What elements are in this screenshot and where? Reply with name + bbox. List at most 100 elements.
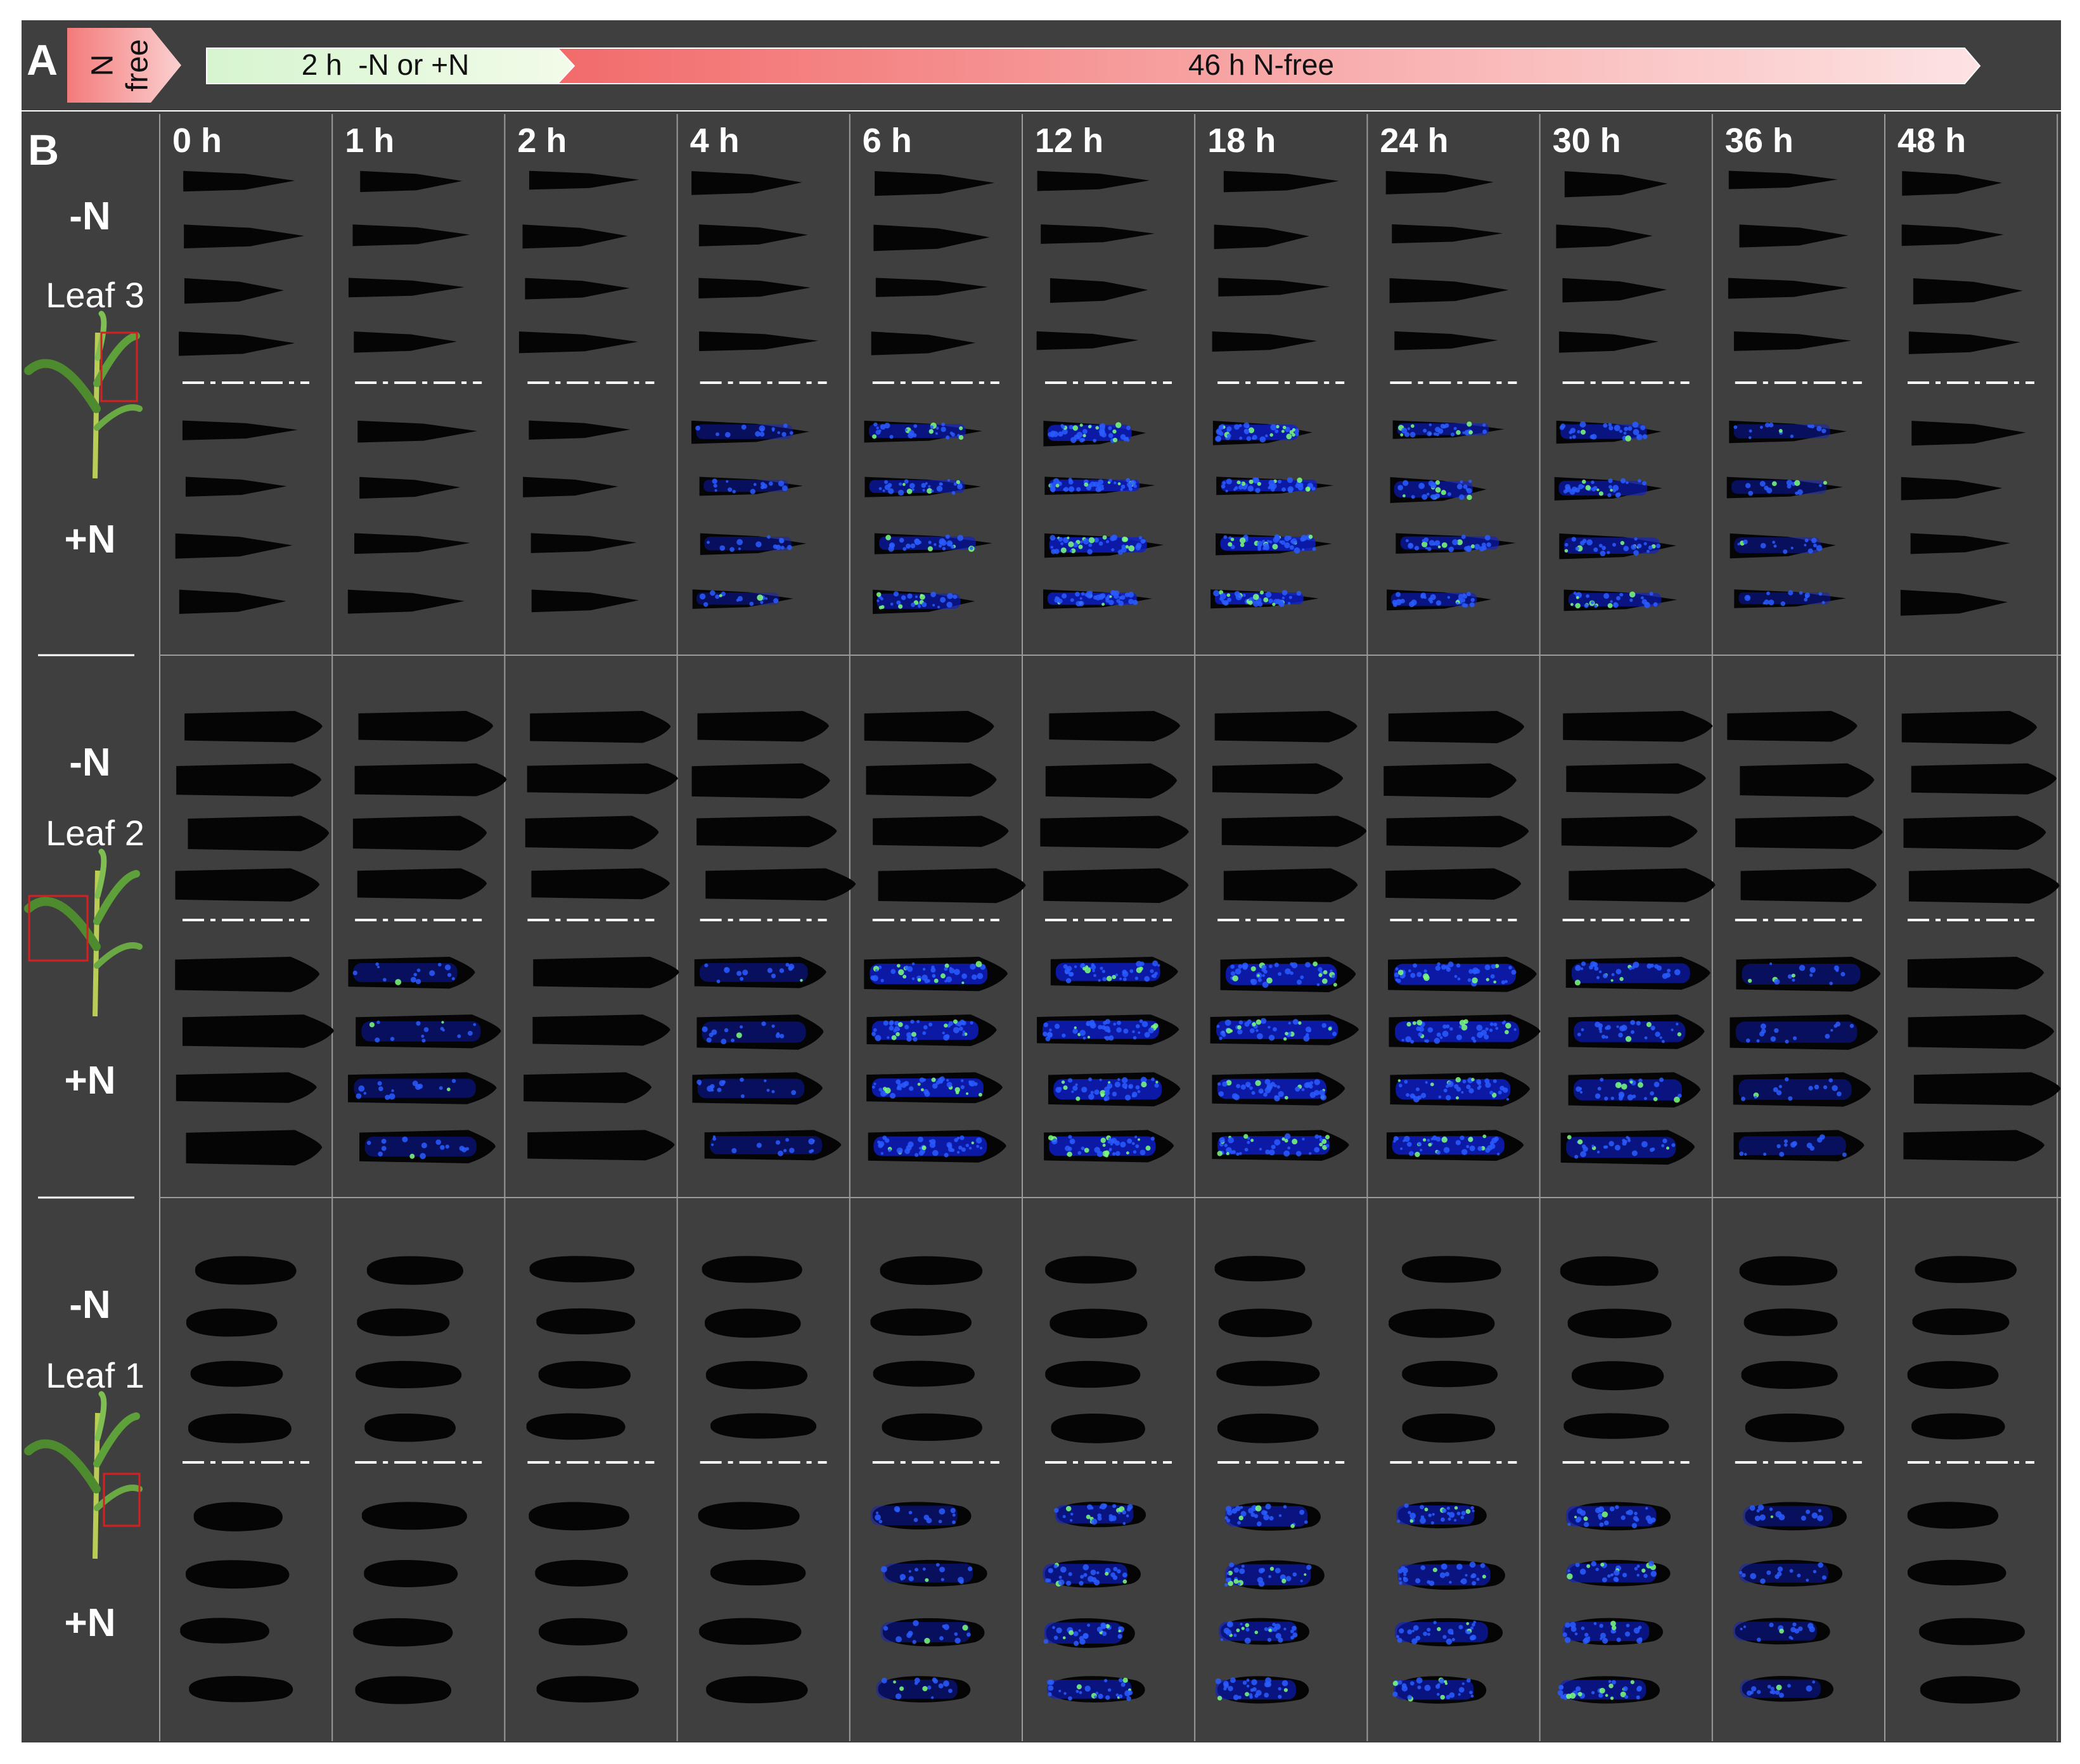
leaf-segment-plus-n — [1903, 1130, 2045, 1161]
fluorescence-signal — [1047, 590, 1138, 606]
leaf-segment-plus-n — [1388, 957, 1537, 992]
leaf-segment-plus-n — [1919, 1618, 2025, 1646]
leaf-segment-minus-n — [875, 171, 995, 196]
leaf-segment-minus-n — [1383, 763, 1517, 798]
leaf-segment-minus-n — [1728, 170, 1838, 189]
timepoint-header: 0 h — [172, 122, 222, 160]
leaf-segment-plus-n — [356, 1014, 501, 1049]
leaf-segment-minus-n — [691, 170, 802, 195]
leaf-segment-minus-n — [1036, 331, 1139, 350]
fluorescence-signal — [1215, 1677, 1297, 1701]
leaf-segment-plus-n — [532, 1014, 671, 1046]
leaf-segment-minus-n — [878, 868, 1026, 904]
maize-plant-icon — [24, 1391, 143, 1559]
fluorescence-signal — [1047, 1677, 1133, 1701]
fluorescence-signal — [1392, 1677, 1474, 1702]
fluorescence-signal — [1397, 1561, 1491, 1586]
leaf-segment-minus-n — [1567, 1308, 1672, 1339]
leaf-segment-minus-n — [352, 224, 470, 246]
fluorescence-signal — [1043, 1622, 1125, 1646]
leaf-segment-plus-n — [1743, 1502, 1847, 1531]
leaf-segment-plus-n — [1396, 1502, 1487, 1529]
leaf-segment-minus-n — [357, 868, 487, 900]
leaf-segment-minus-n — [183, 170, 295, 192]
leaf-segment-plus-n — [699, 1618, 802, 1645]
leaf-segment-plus-n — [1907, 1559, 2006, 1586]
leaf-segment-minus-n — [1558, 331, 1659, 353]
fluorescence-signal — [869, 478, 965, 496]
leaf-segment-minus-n — [1911, 1413, 2005, 1440]
maize-plant-icon — [24, 848, 143, 1017]
leaf-segment-minus-n — [184, 224, 304, 248]
timepoint-header: 30 h — [1553, 122, 1621, 160]
leaf-segment-minus-n — [531, 868, 670, 900]
leaf-segment-plus-n — [530, 533, 637, 553]
phase2-label: 46 h N-free — [1188, 48, 1334, 81]
plus-n-label: +N — [65, 1601, 116, 1645]
leaf-segment-minus-n — [1389, 1308, 1495, 1338]
leaf-segment-minus-n — [195, 1256, 297, 1285]
fluorescence-signal — [880, 1563, 973, 1585]
fluorescence-signal — [1392, 1134, 1505, 1158]
leaf-segment-minus-n — [698, 224, 809, 246]
fluorescence-signal — [871, 1019, 979, 1042]
leaf-segment-plus-n — [176, 1072, 317, 1103]
leaf-segment-minus-n — [175, 868, 320, 902]
leaf-segment-minus-n — [366, 1256, 463, 1285]
fluorescence-signal — [1390, 592, 1477, 608]
leaf-segment-minus-n — [1907, 1361, 1999, 1390]
leaf-segment-minus-n — [1913, 278, 2023, 305]
leaf-segment-minus-n — [1903, 815, 2046, 850]
leaf-segment-plus-n — [1907, 1502, 1999, 1529]
fluorescence-signal — [1562, 1620, 1650, 1644]
leaf-segment-minus-n — [1386, 815, 1529, 848]
leaf-segment-minus-n — [697, 815, 837, 848]
leaf-segment-minus-n — [360, 170, 463, 193]
fluorescence-signal — [880, 1620, 971, 1644]
leaf-segment-minus-n — [705, 868, 856, 901]
leaf-segment-minus-n — [184, 278, 284, 304]
leaf-segment-minus-n — [1049, 711, 1181, 742]
leaf-segment-plus-n — [1216, 476, 1334, 495]
row-labels: -N Leaf 3 +N -N Leaf 2 +N -N Leaf 1 +N — [46, 195, 144, 1645]
leaf-segment-minus-n — [354, 331, 458, 353]
fluorescence-signal — [1395, 1019, 1519, 1044]
fluorescence-signal — [1738, 590, 1831, 606]
phase1-label: 2 h -N or +N — [302, 48, 470, 81]
leaf-segment-plus-n — [533, 957, 679, 988]
leaf-segment-minus-n — [873, 1360, 975, 1387]
leaf-segment-minus-n — [1040, 815, 1189, 848]
leaf-segment-plus-n — [1224, 1502, 1321, 1531]
phase2-arrow — [556, 48, 1981, 84]
fluorescence-signal — [1742, 962, 1861, 985]
leaf-segment-plus-n — [880, 1618, 985, 1647]
leaf-segment-minus-n — [1217, 1414, 1319, 1443]
n-free-start-block — [67, 28, 181, 103]
fluorescence-signal — [1394, 479, 1473, 501]
leaf-name-label: Leaf 1 — [46, 1355, 144, 1395]
leaf-segment-minus-n — [1385, 868, 1522, 900]
fluorescence-signal — [1226, 961, 1337, 988]
leaf-segment-plus-n — [710, 1559, 806, 1586]
fluorescence-signal — [1734, 537, 1823, 554]
leaf-segment-plus-n — [1390, 1072, 1530, 1107]
leaf-segment-minus-n — [1739, 224, 1849, 248]
fluorescence-signal — [1738, 1562, 1828, 1584]
leaf-segment-plus-n — [182, 420, 298, 440]
leaf-segment-plus-n — [355, 1676, 452, 1704]
fluorescence-signal — [352, 962, 458, 985]
leaf-segment-minus-n — [1902, 171, 2002, 196]
fluorescence-signal — [1215, 422, 1300, 443]
timepoint-header: 48 h — [1897, 122, 1966, 160]
fluorescence-signal — [702, 1021, 806, 1045]
leaf-segment-plus-n — [694, 957, 826, 988]
leaf-segment-plus-n — [1394, 1618, 1503, 1647]
leaf-segment-minus-n — [529, 170, 639, 190]
leaf-segment-minus-n — [1556, 224, 1653, 248]
leaf-segment-plus-n — [1733, 1130, 1865, 1161]
leaf-segment-plus-n — [1044, 533, 1164, 558]
leaf-segment-minus-n — [710, 1413, 817, 1439]
timepoint-header: 18 h — [1207, 122, 1276, 160]
panel-b-letter: B — [28, 126, 59, 174]
selected-leaf-box — [103, 1473, 141, 1527]
